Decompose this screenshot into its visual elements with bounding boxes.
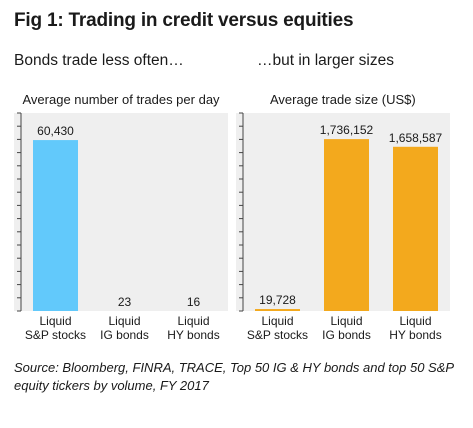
right-bar-1 <box>324 139 369 311</box>
left-chart-title: Average number of trades per day <box>22 92 220 107</box>
left-category-label-2-line-0: Liquid <box>177 314 209 328</box>
left-bar-value-label-0: 60,430 <box>37 124 74 138</box>
right-bar-value-label-1: 1,736,152 <box>320 123 374 137</box>
left-category-label-2-line-1: HY bonds <box>167 328 219 342</box>
left-bar-0 <box>33 140 78 311</box>
right-category-label-2-line-0: Liquid <box>399 314 431 328</box>
right-bar-value-label-2: 1,658,587 <box>389 131 443 145</box>
source-note-line-2: equity tickers by volume, FY 2017 <box>14 378 209 393</box>
left-category-label-1-line-0: Liquid <box>108 314 140 328</box>
right-category-label-0-line-1: S&P stocks <box>247 328 308 342</box>
left-category-label-0-line-1: S&P stocks <box>25 328 86 342</box>
left-category-label-1-line-1: IG bonds <box>100 328 149 342</box>
figure-title: Fig 1: Trading in credit versus equities <box>14 10 354 31</box>
right-bar-value-label-0: 19,728 <box>259 293 296 307</box>
right-bar-0 <box>255 309 300 311</box>
left-bar-value-label-1: 23 <box>118 295 132 309</box>
right-chart-title: Average trade size (US$) <box>270 92 416 107</box>
right-subtitle: …but in larger sizes <box>257 52 394 69</box>
left-category-label-0-line-0: Liquid <box>39 314 71 328</box>
right-category-label-2-line-1: HY bonds <box>389 328 441 342</box>
right-bar-2 <box>393 146 438 311</box>
right-category-label-1-line-1: IG bonds <box>322 328 371 342</box>
right-category-label-1-line-0: Liquid <box>330 314 362 328</box>
right-category-label-0-line-0: Liquid <box>261 314 293 328</box>
left-bar-value-label-2: 16 <box>187 295 201 309</box>
source-note-line-1: Source: Bloomberg, FINRA, TRACE, Top 50 … <box>14 360 455 375</box>
left-subtitle: Bonds trade less often… <box>14 52 184 69</box>
